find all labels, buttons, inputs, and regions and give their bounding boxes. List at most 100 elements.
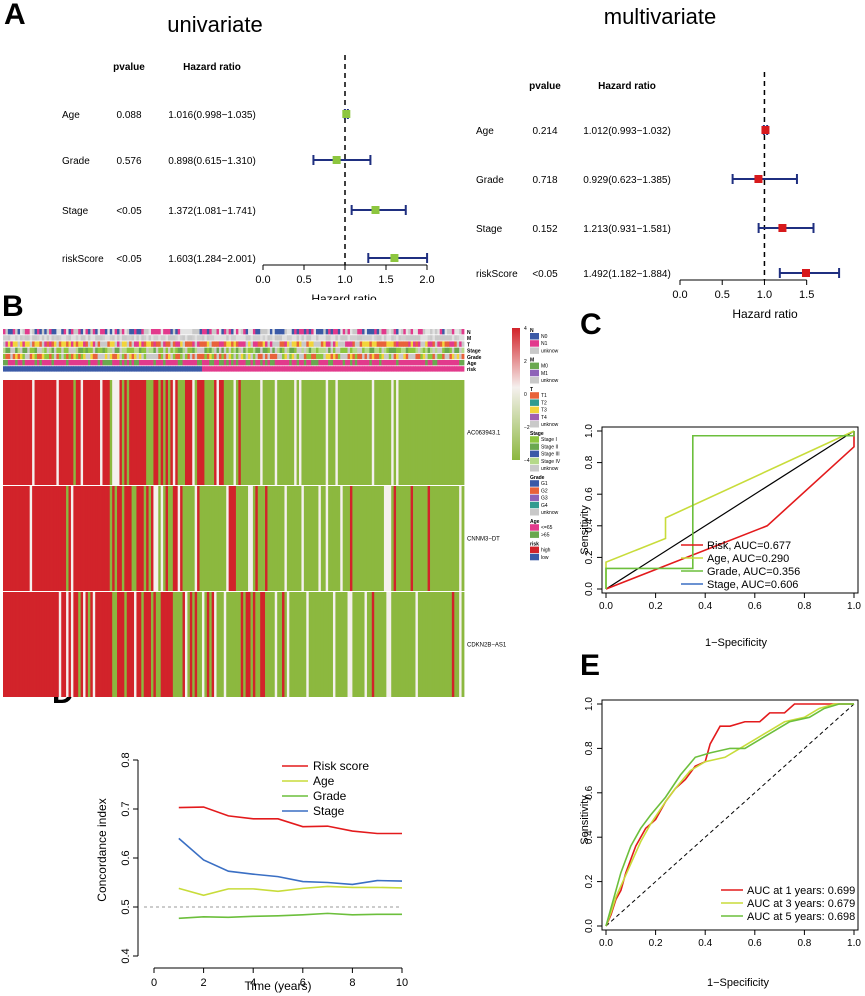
hr-point [754, 175, 763, 183]
forest-col-pvalue: pvalue [113, 62, 145, 73]
roc-ylabel: Sensitivity [579, 505, 591, 555]
legend-label: Age [313, 774, 335, 788]
legend-label: G3 [541, 496, 548, 502]
legend-swatch [530, 509, 539, 516]
x-tick-label: 0.0 [255, 274, 270, 286]
forest-hr-text: 0.898(0.615−1.310) [168, 156, 256, 167]
x-tick-label: 10 [396, 977, 408, 989]
legend-group-title: Age [530, 519, 540, 525]
y-tick-label: 0.6 [120, 850, 132, 865]
roc-curve-factors: 1−Specificity Sensitivity 0.0 0.0 0.2 0.2 0.… [579, 424, 861, 649]
forest-hr-text: 1.012(0.993−1.032) [583, 126, 671, 137]
gene-label: CNNM3−DT [467, 537, 500, 543]
legend-group-title: risk [530, 542, 539, 548]
x-tick-label: 0.0 [599, 601, 613, 612]
forest-axis-label: Hazard ratio [732, 307, 798, 320]
legend-label: <=65 [541, 525, 553, 531]
legend-label: Grade, AUC=0.356 [707, 566, 800, 578]
roc-xlabel: 1−Specificity [707, 977, 770, 989]
x-tick-label: 0 [151, 977, 157, 989]
forest-col-pvalue: pvalue [529, 81, 561, 92]
hr-point [778, 224, 787, 232]
forest-pvalue: 0.576 [116, 156, 141, 167]
legend-label: M1 [541, 371, 548, 377]
x-tick-label: 0.2 [649, 938, 663, 949]
annotation-bar [3, 329, 465, 335]
heatmap-block [3, 380, 465, 485]
forest-pvalue: <0.05 [532, 269, 558, 280]
annotation-label: risk [467, 367, 476, 373]
panel-a-label: A [4, 0, 26, 31]
legend-label: G4 [541, 503, 548, 509]
x-tick-label: 1.0 [337, 274, 352, 286]
legend-label: N1 [541, 341, 548, 347]
x-tick-label: 1.0 [847, 601, 861, 612]
legend-label: T2 [541, 400, 547, 406]
forest-plot-univariate: univariate pvalue Hazard ratio Hazard ra… [62, 12, 435, 300]
legend-swatch [530, 443, 539, 450]
legend-label: T1 [541, 393, 547, 399]
forest-pvalue: 0.214 [532, 126, 557, 137]
forest-row-label: riskScore [62, 254, 104, 265]
x-tick-label: 0.0 [672, 289, 687, 301]
x-tick-label: 1.0 [757, 289, 772, 301]
y-tick-label: 0.2 [584, 874, 595, 888]
y-tick-label: 0.0 [584, 582, 595, 596]
annotation-bar [3, 353, 465, 360]
legend-label: AUC at 3 years: 0.679 [747, 898, 855, 910]
legend-label: M0 [541, 364, 548, 370]
legend-swatch [530, 406, 539, 414]
x-tick-label: 8 [349, 977, 355, 989]
colorbar-tick: 4 [524, 326, 527, 332]
diagonal-reference [605, 430, 855, 590]
legend-swatch [530, 421, 539, 428]
legend-group-title: Stage [530, 431, 544, 437]
x-tick-label: 0.6 [748, 601, 762, 612]
legend-label: T4 [541, 415, 547, 421]
y-tick-label: 0.0 [584, 919, 595, 933]
legend-group-title: M [530, 358, 534, 364]
annotation-label: Age [467, 361, 477, 367]
legend-label: Stage I [541, 437, 557, 443]
annotation-label: Grade [467, 355, 482, 361]
colorbar-tick: −4 [524, 458, 530, 464]
forest-row-label: Age [62, 110, 80, 121]
forest-hr-text: 1.213(0.931−1.581) [583, 224, 671, 235]
legend-swatch [530, 347, 539, 354]
legend-swatch [530, 480, 539, 487]
gene-label: AC063943.1 [467, 431, 501, 437]
gene-label: CDKN2B−AS1 [467, 643, 507, 649]
y-tick-label: 0.4 [584, 830, 595, 844]
legend-swatch [530, 487, 539, 494]
legend-swatch [530, 436, 539, 443]
legend-label: unknow [541, 422, 559, 428]
legend-swatch [530, 546, 539, 554]
legend-label: Stage II [541, 444, 558, 450]
annotation-label: N [467, 330, 471, 336]
y-tick-label: 1.0 [584, 697, 595, 711]
expression-heatmap: NMTStageGradeAgeriskAC063943.1CNNM3−DTCD… [3, 326, 561, 697]
hr-point [342, 110, 351, 118]
hr-point [390, 254, 399, 262]
legend-swatch [530, 369, 539, 377]
legend-swatch [530, 362, 539, 370]
hr-point [371, 206, 380, 214]
y-tick-label: 0.8 [120, 752, 132, 767]
legend-label: Stage III [541, 452, 560, 458]
annotation-label: M [467, 336, 471, 342]
x-tick-label: 0.8 [797, 601, 811, 612]
legend-label: high [541, 548, 551, 554]
x-tick-label: 1.5 [799, 289, 814, 301]
panel-e-label: E [580, 649, 601, 682]
forest-row-label: Age [476, 126, 494, 137]
legend-swatch [530, 553, 539, 561]
annotation-bar [3, 335, 465, 341]
legend-swatch [530, 450, 539, 458]
legend-swatch [530, 377, 539, 384]
y-tick-label: 0.8 [584, 741, 595, 755]
forest-col-hr: Hazard ratio [183, 62, 241, 73]
roc-ylabel: Sensitivity [579, 795, 591, 845]
panel-c-label: C [580, 308, 602, 341]
y-tick-label: 0.4 [120, 948, 132, 963]
legend-label: Risk score [313, 759, 369, 773]
